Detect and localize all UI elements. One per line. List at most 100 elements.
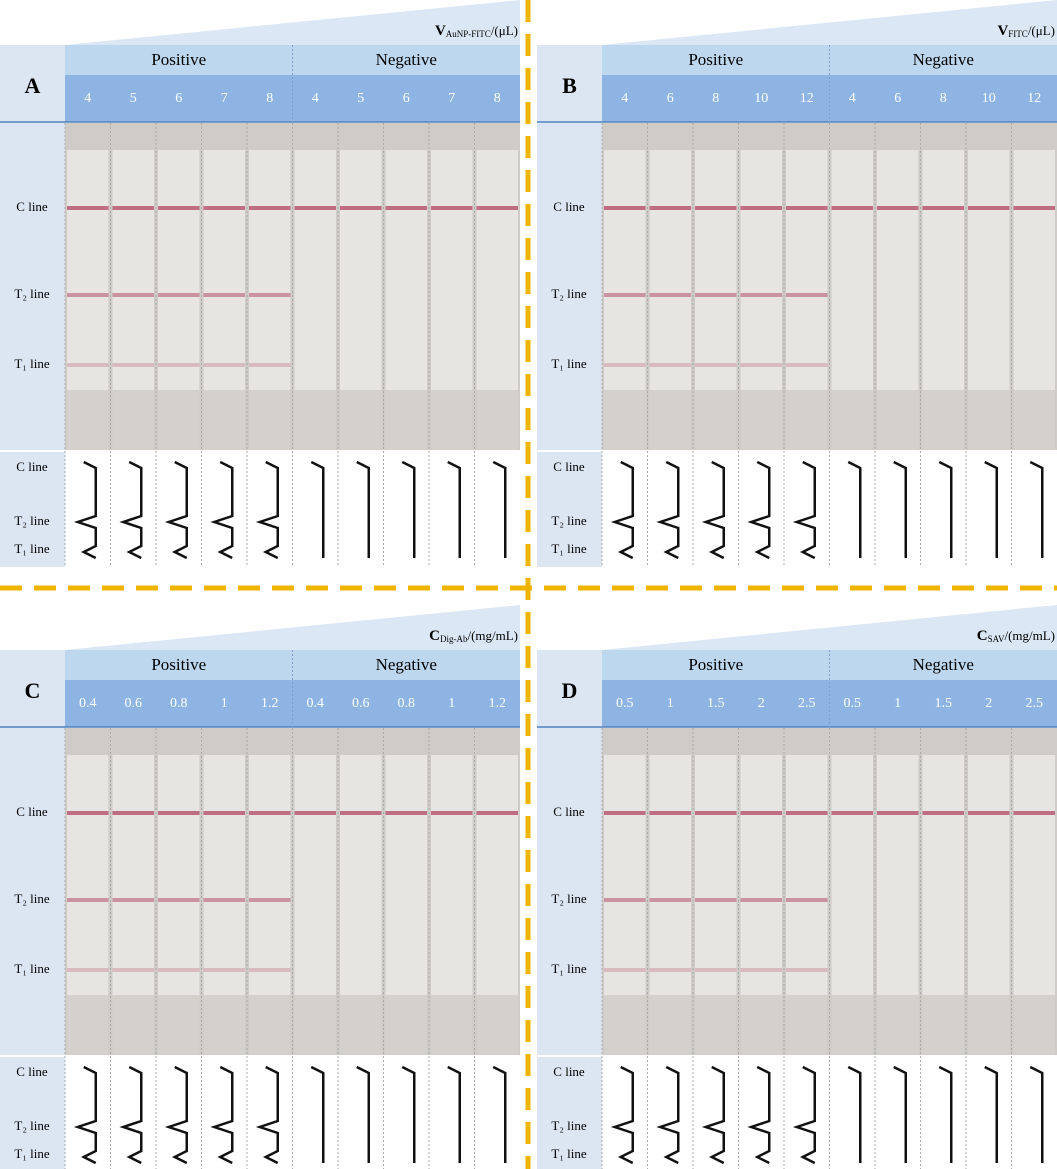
strip-row-label: T₁ line [14,356,49,371]
strip [386,755,428,995]
strip [968,755,1010,995]
strip-row-label: T₂ line [551,891,586,906]
c-line [295,206,337,210]
variable-subscript: AuNP-FITC [446,29,491,39]
profile-trace [939,1067,951,1163]
strip [877,150,919,390]
variable-symbol: C [429,628,440,644]
profile-trace [848,1067,860,1163]
profile-trace [493,1067,505,1163]
strip-pad [650,995,692,1055]
strip-pad [249,390,291,450]
strip-pad [477,995,519,1055]
t2-line [786,898,828,902]
column-label: 1 [448,696,455,711]
variable-symbol: V [997,23,1008,39]
t2-line [113,898,155,902]
c-line [158,811,200,815]
variable-unit: /(mg/mL) [467,628,518,643]
c-line [249,811,291,815]
strip [832,150,874,390]
column-label: 6 [403,91,410,106]
c-line [877,811,919,815]
column-label: 4 [312,91,319,106]
strip-pad [295,390,337,450]
strip [340,755,382,995]
variable-unit: /(μL) [491,23,518,38]
group-label: Negative [913,655,974,674]
panel: CSAV/(mg/mL)DPositive0.511.522.5Negative… [537,605,1057,1169]
t1-line [249,968,291,972]
t1-line [204,968,246,972]
left-column [537,45,602,450]
profile-trace [939,462,951,558]
group-label: Negative [913,50,974,69]
column-label: 0.4 [79,696,97,711]
c-line [113,206,155,210]
t1-line [650,968,692,972]
profile-trace [1030,1067,1042,1163]
t2-line [604,293,646,297]
strip [604,755,646,995]
strip [786,150,828,390]
c-line [386,206,428,210]
strip-pad [923,390,965,450]
c-line [67,811,109,815]
t1-line [741,968,783,972]
column-label: 7 [448,91,455,106]
strip-pad [431,390,473,450]
t2-line [650,293,692,297]
panel-letter: B [562,73,577,98]
c-line [67,206,109,210]
profile-trace [797,462,815,558]
c-line [340,206,382,210]
strip-row-label: T₂ line [551,286,586,301]
profile-trace [260,1067,278,1163]
strip [741,150,783,390]
profile-trace [357,462,369,558]
column-label: 1.5 [707,696,725,711]
profile-trace [169,462,187,558]
profile-trace [448,462,460,558]
variable-subscript: SAV [988,634,1005,644]
t2-line [249,293,291,297]
t2-line [67,293,109,297]
variable-subscript: Dig-Ab [440,634,468,644]
strip-pad [695,995,737,1055]
column-label: 8 [940,91,947,106]
t1-line [113,363,155,367]
t1-line [741,363,783,367]
profile-trace [894,462,906,558]
strip-pad [158,995,200,1055]
t2-line [249,898,291,902]
left-column [537,650,602,1055]
profile-trace [985,462,997,558]
c-line [604,206,646,210]
column-label: 0.4 [307,696,325,711]
profile-trace [660,462,678,558]
c-line [877,206,919,210]
t2-line [741,898,783,902]
profile-trace [214,462,232,558]
profile-trace [894,1067,906,1163]
strip-pad [786,995,828,1055]
strip-pad [832,995,874,1055]
c-line [204,206,246,210]
strip [204,755,246,995]
c-line [923,206,965,210]
strip-pad [431,995,473,1055]
column-label: 1 [667,696,674,711]
panel: CDig-Ab/(mg/mL)CPositive0.40.60.811.2Neg… [0,605,520,1169]
strip [249,150,291,390]
panel-letter: D [562,678,578,703]
group-label: Negative [376,50,437,69]
profile-row-label: T₂ line [551,513,586,528]
strip-pad [295,995,337,1055]
c-line [477,206,519,210]
profile-trace [448,1067,460,1163]
column-label: 4 [849,91,856,106]
profile-trace [311,462,323,558]
t1-line [67,363,109,367]
variable-unit: /(μL) [1028,23,1055,38]
strip [477,755,519,995]
